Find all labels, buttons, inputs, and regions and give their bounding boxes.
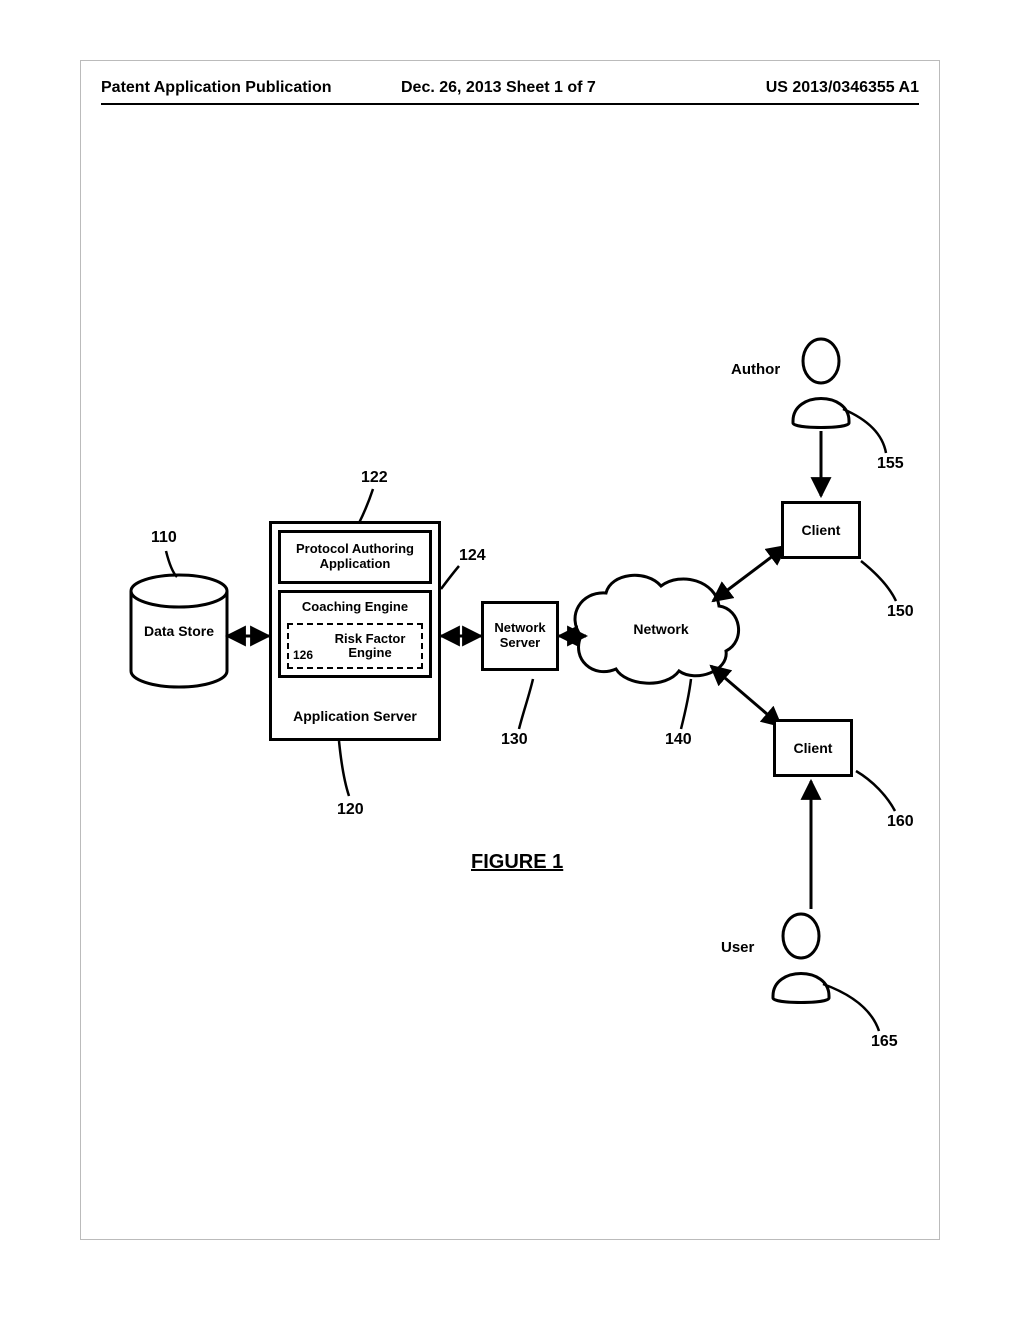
user-icon: [773, 914, 829, 1003]
ref-110: 110: [151, 529, 177, 547]
figure-title: FIGURE 1: [471, 851, 563, 874]
user-label: User: [721, 939, 754, 956]
risk-factor-box: 126 Risk Factor Engine: [287, 623, 423, 669]
client-2-box: Client: [773, 719, 853, 777]
application-server-box: Protocol Authoring Application Coaching …: [269, 521, 441, 741]
page-frame: Patent Application Publication Dec. 26, …: [80, 60, 940, 1240]
ref-160: 160: [887, 813, 914, 831]
author-icon: [793, 339, 849, 428]
coaching-engine-box: Coaching Engine 126 Risk Factor Engine: [278, 590, 432, 678]
ref-150: 150: [887, 603, 914, 621]
ref-165: 165: [871, 1033, 898, 1051]
author-label: Author: [731, 361, 780, 378]
risk-factor-ref: 126: [293, 648, 313, 662]
coaching-engine-label: Coaching Engine: [281, 599, 429, 614]
client-1-box: Client: [781, 501, 861, 559]
network-label: Network: [621, 621, 701, 637]
client-2-label: Client: [794, 740, 833, 756]
ref-124: 124: [459, 547, 486, 565]
data-store-label: Data Store: [139, 623, 219, 639]
network-server-label: Network Server: [494, 621, 545, 651]
system-diagram: Data Store Protocol Authoring Applicatio…: [81, 61, 939, 1239]
ref-140: 140: [665, 731, 692, 749]
ref-122: 122: [361, 469, 388, 487]
protocol-authoring-box: Protocol Authoring Application: [278, 530, 432, 584]
ref-130: 130: [501, 731, 528, 749]
ref-155: 155: [877, 455, 904, 473]
application-server-label: Application Server: [272, 708, 438, 724]
protocol-authoring-label: Protocol Authoring Application: [296, 542, 414, 572]
network-server-box: Network Server: [481, 601, 559, 671]
risk-factor-label: Risk Factor Engine: [319, 632, 421, 661]
ref-120: 120: [337, 801, 364, 819]
client-1-label: Client: [802, 522, 841, 538]
